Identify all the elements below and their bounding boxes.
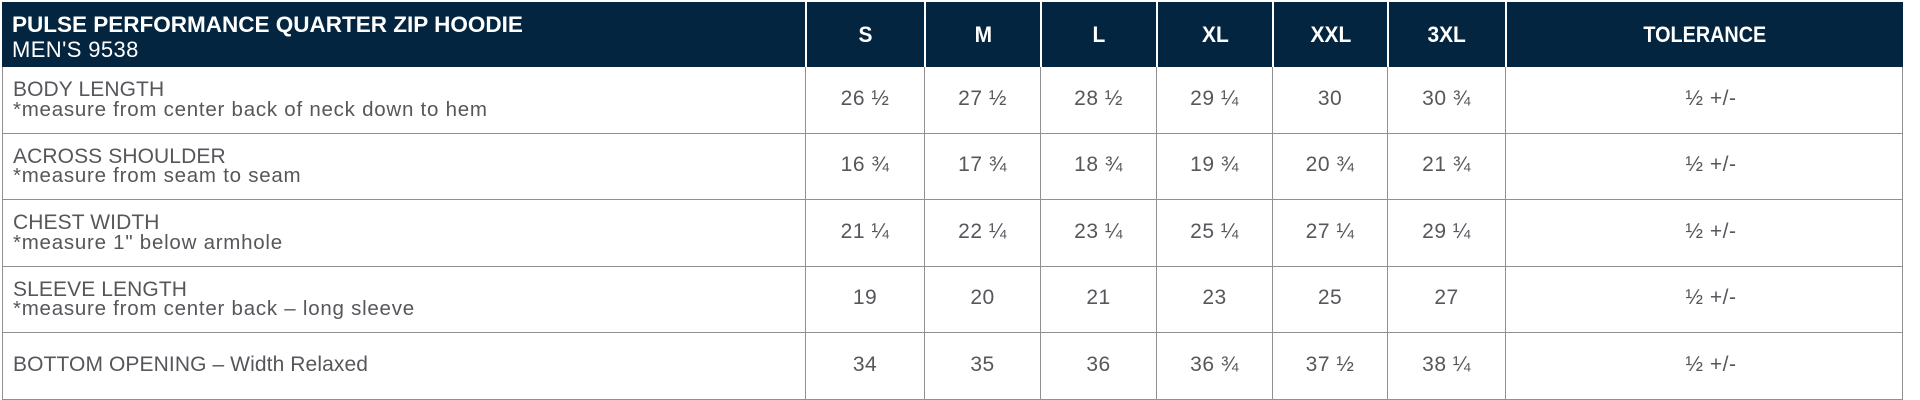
tolerance-bottom-opening: ½ +/- [1505, 333, 1903, 400]
measurement-name: CHEST WIDTH [13, 211, 160, 235]
value-sleeve-length-s: 19 [805, 266, 924, 333]
value-sleeve-length-m: 20 [924, 266, 1040, 333]
column-header-s: S [805, 2, 924, 67]
row-label-across-shoulder: ACROSS SHOULDER *measure from seam to se… [2, 133, 805, 200]
column-header-xxl: XXL [1272, 2, 1387, 67]
column-header-l: L [1040, 2, 1156, 67]
tolerance-across-shoulder: ½ +/- [1505, 133, 1903, 200]
column-header-s-label: S [858, 21, 873, 47]
value-bottom-opening-3xl: 38 ¼ [1387, 333, 1505, 400]
value-chest-width-3xl: 29 ¼ [1387, 200, 1505, 267]
column-header-3xl-label: 3XL [1427, 21, 1467, 47]
value-body-length-m: 27 ½ [924, 67, 1040, 134]
tolerance-body-length: ½ +/- [1505, 67, 1903, 134]
value-sleeve-length-xxl: 25 [1272, 266, 1387, 333]
value-bottom-opening-l: 36 [1040, 333, 1156, 400]
value-across-shoulder-m: 17 ¾ [924, 133, 1040, 200]
column-header-m-label: M [974, 21, 992, 47]
value-bottom-opening-m: 35 [924, 333, 1040, 400]
column-header-tolerance: TOLERANCE [1505, 2, 1903, 67]
value-chest-width-xxl: 27 ¼ [1272, 200, 1387, 267]
value-chest-width-xl: 25 ¼ [1156, 200, 1272, 267]
value-sleeve-length-3xl: 27 [1387, 266, 1505, 333]
value-across-shoulder-xxl: 20 ¾ [1272, 133, 1387, 200]
value-body-length-l: 28 ½ [1040, 67, 1156, 134]
column-header-tolerance-label: TOLERANCE [1643, 21, 1767, 47]
measurement-note: *measure from center back of neck down t… [13, 97, 488, 121]
value-sleeve-length-xl: 23 [1156, 266, 1272, 333]
column-header-xl-label: XL [1201, 21, 1229, 47]
value-bottom-opening-xl: 36 ¾ [1156, 333, 1272, 400]
measurement-note: *measure from seam to seam [13, 164, 302, 188]
value-chest-width-m: 22 ¼ [924, 200, 1040, 267]
value-across-shoulder-xl: 19 ¾ [1156, 133, 1272, 200]
product-title: PULSE PERFORMANCE QUARTER ZIP HOODIE [12, 11, 523, 37]
tolerance-sleeve-length: ½ +/- [1505, 266, 1903, 333]
product-subtitle: MEN'S 9538 [12, 36, 139, 62]
measurement-note: *measure from center back – long sleeve [13, 297, 415, 321]
measurement-name: BOTTOM OPENING – Width Relaxed [13, 352, 369, 376]
value-body-length-xl: 29 ¼ [1156, 67, 1272, 134]
value-body-length-xxl: 30 [1272, 67, 1387, 134]
value-body-length-3xl: 30 ¾ [1387, 67, 1505, 134]
value-across-shoulder-s: 16 ¾ [805, 133, 924, 200]
row-label-body-length: BODY LENGTH *measure from center back of… [2, 67, 805, 134]
column-header-xl: XL [1156, 2, 1272, 67]
measurement-name: BODY LENGTH [13, 78, 165, 102]
measurement-note: *measure 1" below armhole [13, 230, 283, 254]
product-header-cell: PULSE PERFORMANCE QUARTER ZIP HOODIE MEN… [2, 2, 805, 67]
value-body-length-s: 26 ½ [805, 67, 924, 134]
value-across-shoulder-3xl: 21 ¾ [1387, 133, 1505, 200]
row-label-sleeve-length: SLEEVE LENGTH *measure from center back … [2, 266, 805, 333]
value-bottom-opening-s: 34 [805, 333, 924, 400]
value-chest-width-s: 21 ¼ [805, 200, 924, 267]
column-header-l-label: L [1092, 21, 1106, 47]
column-header-xxl-label: XXL [1310, 21, 1351, 47]
row-label-chest-width: CHEST WIDTH *measure 1" below armhole [2, 200, 805, 267]
value-bottom-opening-xxl: 37 ½ [1272, 333, 1387, 400]
measurement-name: ACROSS SHOULDER [13, 144, 226, 168]
value-across-shoulder-l: 18 ¾ [1040, 133, 1156, 200]
value-chest-width-l: 23 ¼ [1040, 200, 1156, 267]
row-label-bottom-opening: BOTTOM OPENING – Width Relaxed [2, 333, 805, 400]
tolerance-chest-width: ½ +/- [1505, 200, 1903, 267]
column-header-3xl: 3XL [1387, 2, 1505, 67]
measurement-name: SLEEVE LENGTH [13, 277, 188, 301]
value-sleeve-length-l: 21 [1040, 266, 1156, 333]
column-header-m: M [924, 2, 1040, 67]
